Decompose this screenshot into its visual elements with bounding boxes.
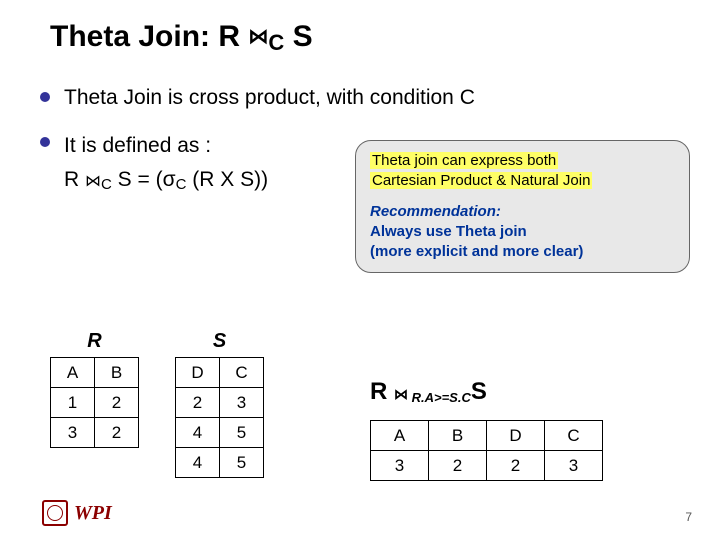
table-cell: B <box>429 421 487 451</box>
table-cell: 3 <box>220 388 264 418</box>
result-area: R ⋈ R.A>=S.CS A B D C 3 2 2 3 <box>370 378 603 481</box>
definition-line-2: R ⋈C S = (σC (R X S)) <box>64 163 268 197</box>
table-cell: A <box>371 421 429 451</box>
definition-block: It is defined as : R ⋈C S = (σC (R X S)) <box>64 129 268 197</box>
footer-logo: WPI <box>42 500 112 526</box>
table-cell: 4 <box>176 448 220 478</box>
table-cell: D <box>487 421 545 451</box>
table-cell: C <box>545 421 603 451</box>
table-cell: 3 <box>371 451 429 481</box>
table-row: 4 5 <box>176 448 264 478</box>
join-symbol: ⋈ <box>248 26 268 48</box>
table-s: D C 2 3 4 5 4 5 <box>175 357 264 478</box>
tables-container: R A B 1 2 3 2 S D C <box>50 330 264 478</box>
table-cell: 3 <box>51 418 95 448</box>
table-s-label: S <box>175 330 264 353</box>
callout-wrapper: Theta join can express both Cartesian Pr… <box>355 140 690 273</box>
bullet-icon <box>40 92 50 102</box>
table-row: A B D C <box>371 421 603 451</box>
recommendation-title: Recommendation: <box>370 202 675 222</box>
callout-box: Theta join can express both Cartesian Pr… <box>355 140 690 273</box>
table-cell: D <box>176 358 220 388</box>
join-symbol: ⋈ <box>394 386 408 402</box>
result-table: A B D C 3 2 2 3 <box>370 420 603 481</box>
table-r: A B 1 2 3 2 <box>50 357 139 448</box>
table-cell: 2 <box>487 451 545 481</box>
table-row: 3 2 <box>51 418 139 448</box>
table-row: 2 3 <box>176 388 264 418</box>
table-cell: A <box>51 358 95 388</box>
table-row: D C <box>176 358 264 388</box>
slide-container: Theta Join: R ⋈C S Theta Join is cross p… <box>0 0 720 540</box>
table-cell: B <box>95 358 139 388</box>
table-row: 3 2 2 3 <box>371 451 603 481</box>
table-cell: C <box>220 358 264 388</box>
wpi-text: WPI <box>74 502 112 525</box>
table-cell: 1 <box>51 388 95 418</box>
recommendation-line-1: Always use Theta join <box>370 222 675 242</box>
definition-line-1: It is defined as : <box>64 129 268 163</box>
title-suffix: S <box>284 20 312 53</box>
table-cell: 3 <box>545 451 603 481</box>
callout-note-line-1: Theta join can express both <box>370 152 558 169</box>
table-cell: 2 <box>95 388 139 418</box>
table-cell: 2 <box>429 451 487 481</box>
wpi-seal-icon <box>42 500 68 526</box>
table-cell: 5 <box>220 418 264 448</box>
callout-note-line-2: Cartesian Product & Natural Join <box>370 172 592 189</box>
join-symbol: ⋈ <box>85 173 101 190</box>
table-r-label: R <box>50 330 139 353</box>
title-subscript: C <box>268 30 284 55</box>
table-row: 4 5 <box>176 418 264 448</box>
recommendation-line-2: (more explicit and more clear) <box>370 242 675 262</box>
table-cell: 4 <box>176 418 220 448</box>
table-s-block: S D C 2 3 4 5 4 5 <box>175 330 264 478</box>
result-expression: R ⋈ R.A>=S.CS <box>370 378 603 406</box>
title-prefix: Theta Join: R <box>50 20 248 53</box>
table-cell: 2 <box>176 388 220 418</box>
slide-title: Theta Join: R ⋈C S <box>50 20 680 56</box>
table-row: 1 2 <box>51 388 139 418</box>
table-row: A B <box>51 358 139 388</box>
callout-note: Theta join can express both Cartesian Pr… <box>370 151 675 192</box>
table-r-block: R A B 1 2 3 2 <box>50 330 139 478</box>
bullet-1-row: Theta Join is cross product, with condit… <box>40 84 680 111</box>
table-cell: 5 <box>220 448 264 478</box>
page-number: 7 <box>685 510 692 524</box>
bullet-icon <box>40 137 50 147</box>
table-cell: 2 <box>95 418 139 448</box>
bullet-1-text: Theta Join is cross product, with condit… <box>64 84 475 111</box>
